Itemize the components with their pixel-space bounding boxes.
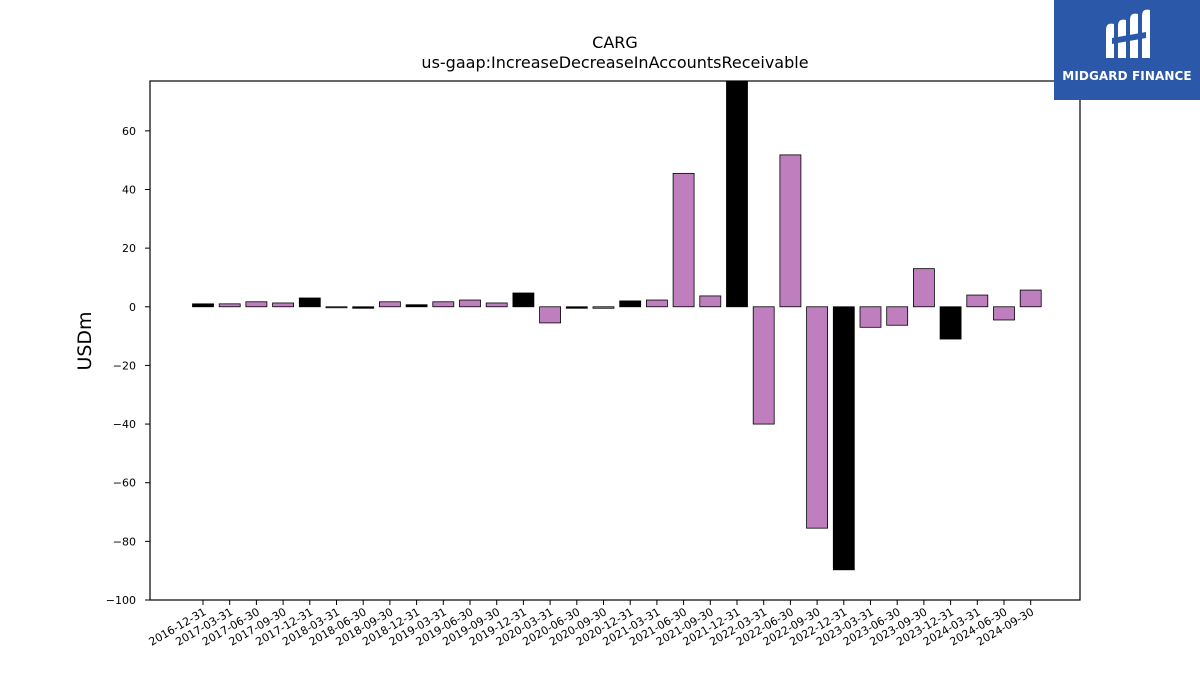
- bar-2017-09-30: [272, 302, 295, 308]
- bar-2022-09-30: [806, 306, 828, 529]
- bar-2020-06-30: [565, 306, 588, 309]
- bar-2022-06-30: [779, 154, 802, 308]
- y-tick-label: −20: [113, 359, 136, 372]
- bar-2023-09-30: [913, 268, 935, 308]
- bar-2023-03-31: [859, 306, 882, 328]
- y-tick-label: −60: [113, 477, 136, 490]
- bar-2017-06-30: [245, 301, 268, 308]
- bar-2016-12-31: [192, 303, 214, 308]
- bar-2024-03-31: [966, 294, 989, 308]
- bar-2018-03-31: [325, 306, 348, 309]
- bar-2021-03-31: [646, 299, 668, 308]
- bar-2017-12-31: [298, 297, 321, 308]
- y-tick-label: −40: [113, 418, 136, 431]
- y-tick-label: −80: [113, 535, 136, 548]
- midgard-finance-logo: MIDGARD FINANCE: [1054, 0, 1200, 100]
- chart-title: CARG: [592, 33, 638, 52]
- midgard-logo-icon: [1106, 9, 1150, 59]
- bar-2024-06-30: [993, 306, 1015, 321]
- bar-2020-09-30: [592, 306, 615, 309]
- y-tick-label: 20: [122, 242, 136, 255]
- bar-2022-12-31: [832, 306, 855, 571]
- bar-2018-09-30: [378, 301, 401, 308]
- bar-2024-09-30: [1019, 289, 1042, 308]
- y-axis-label: USDm: [74, 311, 96, 370]
- logo-text: MIDGARD FINANCE: [1062, 69, 1192, 83]
- bar-2018-12-31: [405, 304, 428, 308]
- bar-2019-06-30: [459, 299, 481, 308]
- y-tick-label: 0: [129, 301, 136, 314]
- bar-2018-06-30: [352, 306, 375, 309]
- bar-2021-06-30: [672, 172, 695, 308]
- x-axis-ticks: 2016-12-312017-03-312017-06-302017-09-30…: [147, 600, 1036, 649]
- y-axis-ticks: −100 −80 −60 −40 −20 0 20 40 60: [106, 125, 150, 607]
- y-tick-label: 40: [122, 183, 136, 196]
- bar-2017-03-31: [218, 303, 241, 308]
- bar-2021-12-31: [726, 80, 748, 308]
- plot-frame: [149, 80, 1081, 601]
- bar-2020-12-31: [619, 300, 642, 308]
- bar-2022-03-31: [752, 306, 775, 425]
- bar-2019-03-31: [432, 301, 455, 308]
- bar-2019-12-31: [512, 292, 535, 308]
- chart-subtitle: us-gaap:IncreaseDecreaseInAccountsReceiv…: [421, 53, 808, 72]
- bar-2019-09-30: [485, 302, 508, 308]
- bar-2023-06-30: [886, 306, 909, 326]
- bars-group: [192, 80, 1042, 571]
- bar-2023-12-31: [939, 306, 962, 340]
- bar-2021-09-30: [699, 295, 722, 308]
- y-tick-label: 60: [122, 125, 136, 138]
- y-tick-label: −100: [106, 594, 136, 607]
- bar-2020-03-31: [539, 306, 561, 324]
